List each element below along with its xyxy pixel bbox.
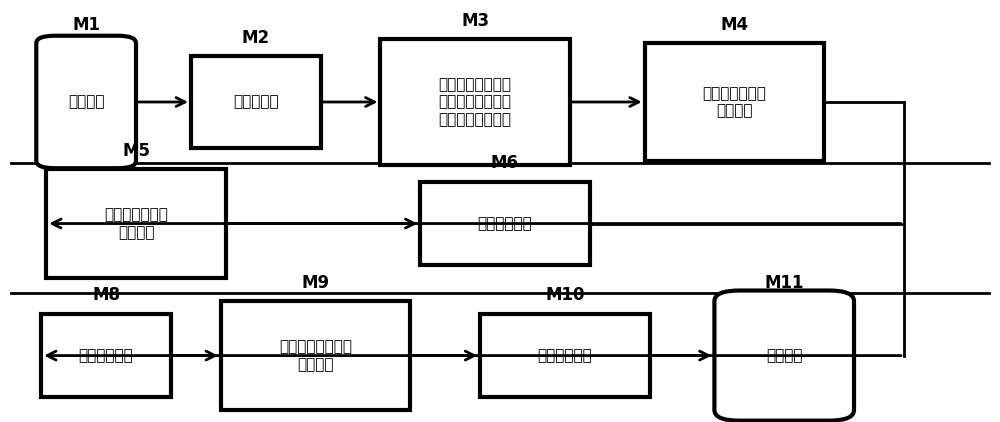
Text: 拍摄记录、位移
传感器等: 拍摄记录、位移 传感器等 xyxy=(702,86,766,118)
Bar xyxy=(645,43,824,161)
Text: M11: M11 xyxy=(764,274,804,292)
Text: M8: M8 xyxy=(92,287,120,304)
Text: 试验准备: 试验准备 xyxy=(68,95,104,109)
Text: 试验数据分析: 试验数据分析 xyxy=(537,348,592,363)
Text: M9: M9 xyxy=(301,274,330,292)
Text: M6: M6 xyxy=(491,154,519,173)
Text: M1: M1 xyxy=(72,16,100,34)
Text: M3: M3 xyxy=(461,12,489,30)
Text: 传感器安装: 传感器安装 xyxy=(233,95,278,109)
Text: M5: M5 xyxy=(122,142,150,160)
Text: 试验结束: 试验结束 xyxy=(766,348,802,363)
Text: 分别调节平台舱、
载荷舱气浮并标记
（两舱分离状态）: 分别调节平台舱、 载荷舱气浮并标记 （两舱分离状态） xyxy=(439,77,512,127)
Bar xyxy=(221,301,410,410)
Text: 电磁吸盘加电: 电磁吸盘加电 xyxy=(478,216,532,231)
Text: 试验前状态确认
（拍照）: 试验前状态确认 （拍照） xyxy=(104,207,168,240)
Bar xyxy=(41,314,171,398)
Bar xyxy=(380,39,570,165)
Text: M4: M4 xyxy=(720,16,748,34)
Text: M10: M10 xyxy=(545,287,585,304)
Bar xyxy=(191,56,320,148)
Text: M2: M2 xyxy=(242,29,270,47)
FancyBboxPatch shape xyxy=(36,36,136,168)
Bar xyxy=(46,169,226,278)
Text: 电磁吸盘断电: 电磁吸盘断电 xyxy=(79,348,133,363)
FancyBboxPatch shape xyxy=(714,290,854,421)
Bar xyxy=(480,314,650,398)
Bar xyxy=(420,181,590,265)
Text: 试验完成状态确认
（拍照）: 试验完成状态确认 （拍照） xyxy=(279,339,352,372)
